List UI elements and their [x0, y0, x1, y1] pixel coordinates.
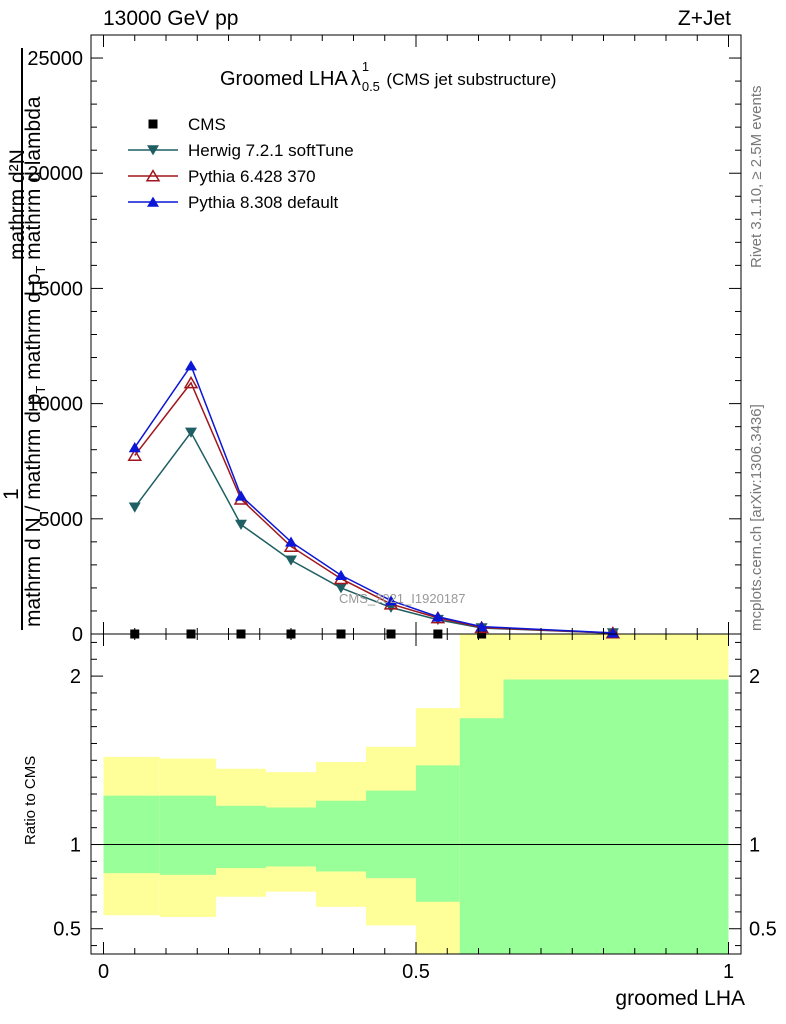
ratio-inner-band-bin — [316, 800, 366, 872]
y-tick-label: 20000 — [27, 163, 83, 185]
legend-marker — [148, 119, 158, 129]
series-point — [185, 360, 197, 371]
ratio-y-tick-label-right: 1 — [749, 835, 760, 857]
legend: CMS Herwig 7.2.1 softTune Pythia 6.428 370… — [128, 115, 354, 212]
y-tick-label: 5000 — [39, 509, 84, 531]
series-point — [606, 627, 619, 638]
analysis-watermark: CMS_2021_I1920187 — [339, 591, 466, 606]
plot-title-superscript: 1 — [361, 59, 370, 74]
energy-label: 13000 GeV pp — [103, 7, 239, 30]
series-point — [183, 376, 199, 389]
ratio-y-tick-label: 0.5 — [53, 919, 81, 941]
x-tick-label: 0.5 — [402, 961, 430, 983]
series-point — [128, 502, 141, 513]
x-tick-label: 1 — [723, 961, 734, 983]
ratio-inner-band-bin — [216, 805, 266, 869]
y-axis-label-b-sub: T — [33, 265, 49, 274]
ratio-y-tick-label-right: 0.5 — [749, 919, 777, 941]
plot-title: Groomed LHA λ 1 0.5 (CMS jet substructure) — [220, 59, 557, 94]
x-tick-label: 0 — [98, 961, 109, 983]
ratio-inner-band-bin — [459, 718, 504, 954]
series-point — [127, 448, 143, 462]
legend-label: CMS — [188, 115, 226, 134]
ratio-y-tick-label: 2 — [70, 666, 81, 688]
plot-title-text: Groomed LHA — [220, 68, 348, 90]
rivet-label: Rivet 3.1.10, ≥ 2.5M events — [748, 85, 765, 269]
plot-title-symbol: λ — [350, 68, 361, 90]
ratio-inner-band-bin — [266, 807, 316, 867]
ratio-inner-band-bin — [103, 795, 160, 874]
series-point — [185, 427, 197, 438]
ratio-inner-band-bin — [503, 679, 729, 954]
ratio-inner-band-bin — [159, 795, 216, 875]
series-point — [335, 583, 347, 594]
y-axis-label-b-text: mathrm d p — [22, 273, 45, 386]
legend-label: Pythia 8.308 default — [188, 193, 339, 212]
ratio-y-axis-label: Ratio to CMS — [22, 755, 39, 845]
ratio-y-tick-label-right: 2 — [749, 666, 760, 688]
ratio-bands — [91, 634, 741, 954]
y-axis-label-a-text: mathrm d N / mathrm d p — [22, 393, 45, 627]
x-axis-label: groomed LHA — [615, 987, 745, 1010]
y-tick-label: 25000 — [27, 48, 83, 70]
y-tick-label: 10000 — [27, 394, 83, 416]
legend-label: Pythia 6.428 370 — [188, 167, 316, 186]
y-tick-label: 0 — [72, 624, 83, 646]
plot-subtitle: (CMS jet substructure) — [386, 70, 557, 89]
series-point — [235, 519, 247, 530]
series-point — [285, 555, 297, 566]
legend-label: Herwig 7.2.1 softTune — [188, 141, 354, 160]
series-point — [285, 536, 297, 547]
y-axis-label-divider — [21, 48, 23, 630]
process-label: Z+Jet — [677, 7, 731, 30]
ratio-inner-band-bin — [366, 790, 416, 879]
y-axis-label-a-sub: T — [33, 385, 49, 394]
y-axis-label-denominator-a: mathrm d N / mathrm d pT mathrm d pT mat… — [22, 96, 48, 627]
y-axis-label-b-tail: mathrm d lambda — [22, 96, 45, 266]
series-point — [128, 441, 141, 453]
legend-marker — [145, 169, 161, 182]
mcplots-label: mcplots.cern.ch [arXiv:1306.3436] — [748, 404, 765, 631]
series-point — [385, 595, 397, 606]
legend-marker — [147, 196, 159, 207]
series-point — [431, 611, 444, 622]
legend-marker — [147, 145, 159, 156]
ratio-inner-band-bin — [416, 765, 460, 902]
ratio-y-tick-label: 1 — [70, 835, 81, 857]
y-tick-label: 15000 — [27, 278, 83, 300]
series-point — [235, 490, 247, 501]
series-point — [335, 569, 347, 581]
plot-title-subscript: 0.5 — [361, 79, 380, 94]
